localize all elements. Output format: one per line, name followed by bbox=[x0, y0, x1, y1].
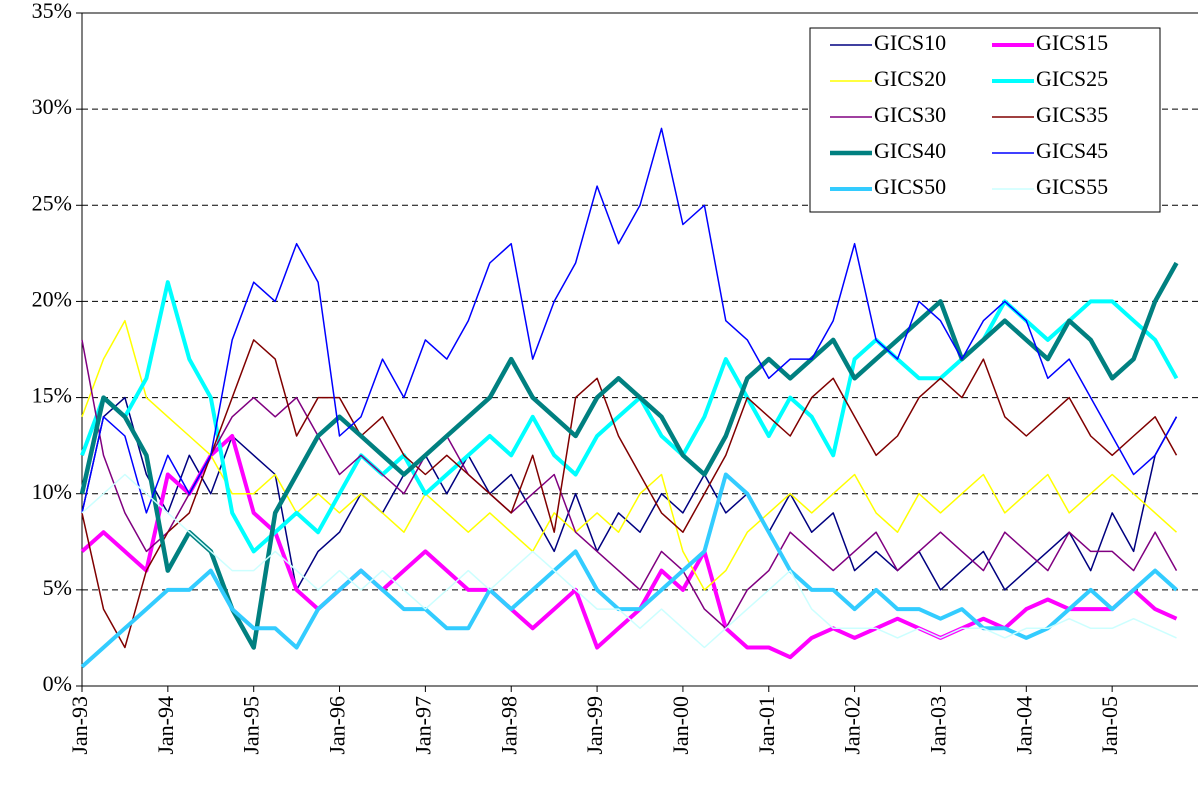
legend-label: GICS50 bbox=[874, 174, 946, 199]
x-tick-label: Jan-01 bbox=[754, 696, 779, 755]
y-tick-label: 20% bbox=[32, 286, 72, 311]
x-tick-label: Jan-97 bbox=[410, 696, 435, 755]
x-tick-label: Jan-93 bbox=[67, 696, 92, 755]
x-tick-label: Jan-03 bbox=[926, 696, 951, 755]
x-tick-label: Jan-02 bbox=[840, 696, 865, 755]
legend-label: GICS25 bbox=[1036, 66, 1108, 91]
legend-box bbox=[809, 27, 1161, 213]
x-tick-label: Jan-99 bbox=[582, 696, 607, 755]
legend-label: GICS10 bbox=[874, 30, 946, 55]
series-line bbox=[81, 396, 1178, 591]
x-tick-label: Jan-94 bbox=[153, 696, 178, 755]
series-line bbox=[81, 127, 1178, 514]
y-tick-label: 35% bbox=[32, 0, 72, 23]
series-line bbox=[81, 473, 1177, 649]
x-tick-label: Jan-95 bbox=[239, 696, 264, 755]
y-tick-label: 25% bbox=[32, 190, 72, 215]
y-tick-label: 5% bbox=[43, 575, 72, 600]
legend-label: GICS20 bbox=[874, 66, 946, 91]
x-tick-label: Jan-96 bbox=[325, 696, 350, 755]
legend-label: GICS30 bbox=[874, 102, 946, 127]
series-line bbox=[80, 280, 1179, 554]
x-tick-label: Jan-98 bbox=[496, 696, 521, 755]
legend-label: GICS15 bbox=[1036, 30, 1108, 55]
x-tick-label: Jan-05 bbox=[1097, 696, 1122, 755]
series-line bbox=[81, 339, 1178, 649]
series-line bbox=[81, 319, 1178, 591]
series-line bbox=[80, 472, 1178, 669]
legend-label: GICS35 bbox=[1036, 102, 1108, 127]
x-tick-label: Jan-00 bbox=[668, 696, 693, 755]
series-line bbox=[79, 261, 1179, 650]
legend: GICS10 GICS15 GICS20 GICS25 GICS30 GICS35 GICS… bbox=[809, 27, 1161, 213]
y-tick-label: 30% bbox=[32, 94, 72, 119]
legend-label: GICS55 bbox=[1036, 174, 1108, 199]
y-tick-label: 0% bbox=[43, 671, 72, 696]
x-tick-label: Jan-04 bbox=[1011, 696, 1036, 755]
y-tick-label: 10% bbox=[32, 479, 72, 504]
series-line bbox=[81, 339, 1178, 630]
legend-label: GICS40 bbox=[874, 138, 946, 163]
y-tick-label: 15% bbox=[32, 383, 72, 408]
legend-label: GICS45 bbox=[1036, 138, 1108, 163]
